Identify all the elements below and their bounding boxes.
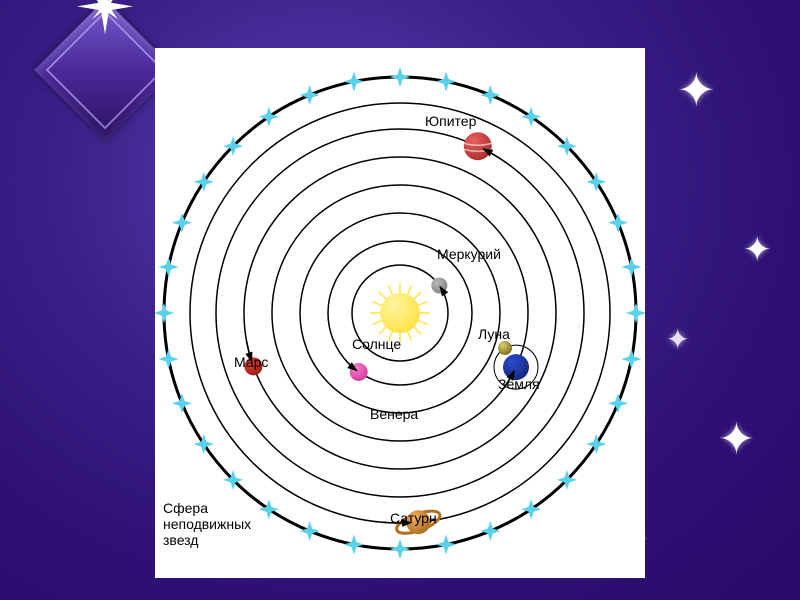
fixed-star-icon — [300, 521, 320, 541]
fixed-star-icon — [521, 107, 541, 127]
fixed-star-icon — [586, 434, 606, 454]
body-mercury — [431, 277, 447, 293]
fixed-star-icon — [608, 213, 628, 233]
label-venus: Венера — [370, 406, 418, 422]
orbit-diagram — [155, 48, 645, 578]
label-mercury: Меркурий — [437, 246, 501, 262]
bg-star-icon: ✦ — [718, 418, 755, 462]
fixed-star-icon — [159, 349, 179, 369]
fixed-star-icon — [621, 257, 641, 277]
fixed-star-icon — [436, 534, 456, 554]
bg-star-icon: ✦ — [743, 233, 772, 267]
label-sun: Солнце — [352, 336, 401, 352]
fixed-star-icon — [586, 172, 606, 192]
label-saturn: Сатурн — [390, 510, 437, 526]
fixed-star-icon — [159, 257, 179, 277]
fixed-star-icon — [390, 539, 410, 559]
fixed-star-icon — [626, 303, 645, 323]
fixed-star-icon — [521, 499, 541, 519]
fixed-star-icon — [155, 303, 174, 323]
fixed-star-icon — [259, 499, 279, 519]
label-jupiter: Юпитер — [425, 113, 476, 129]
sun — [380, 293, 420, 333]
body-moon — [498, 341, 512, 355]
fixed-star-icon — [480, 521, 500, 541]
fixed-star-icon — [194, 172, 214, 192]
sparkle-icon — [75, 0, 135, 36]
fixed-star-icon — [344, 534, 364, 554]
bg-star-icon: ✦ — [677, 67, 716, 113]
fixed-star-icon — [621, 349, 641, 369]
body-venus — [350, 363, 368, 381]
fixed-star-icon — [172, 393, 192, 413]
bg-star-icon: ✦ — [666, 326, 689, 354]
fixed-star-icon — [172, 213, 192, 233]
label-star-sphere: Сфера неподвижных звезд — [163, 500, 251, 548]
fixed-star-icon — [390, 67, 410, 87]
diagram-panel: Солнце Меркурий Венера Земля Луна Марс Юпитер С… — [155, 48, 645, 578]
fixed-star-icon — [259, 107, 279, 127]
body-jupiter — [464, 132, 492, 160]
stage: ✦✦✦✦✦ СолнцеМеркурийВенераЗемляЛунаМарсЮ… — [0, 0, 800, 600]
fixed-star-icon — [344, 72, 364, 92]
fixed-star-icon — [194, 434, 214, 454]
fixed-star-icon — [436, 72, 456, 92]
label-mars: Марс — [234, 354, 268, 370]
fixed-star-icon — [608, 393, 628, 413]
fixed-star-icon — [480, 85, 500, 105]
fixed-star-icon — [300, 85, 320, 105]
label-moon: Луна — [478, 326, 510, 342]
label-earth: Земля — [498, 376, 540, 392]
